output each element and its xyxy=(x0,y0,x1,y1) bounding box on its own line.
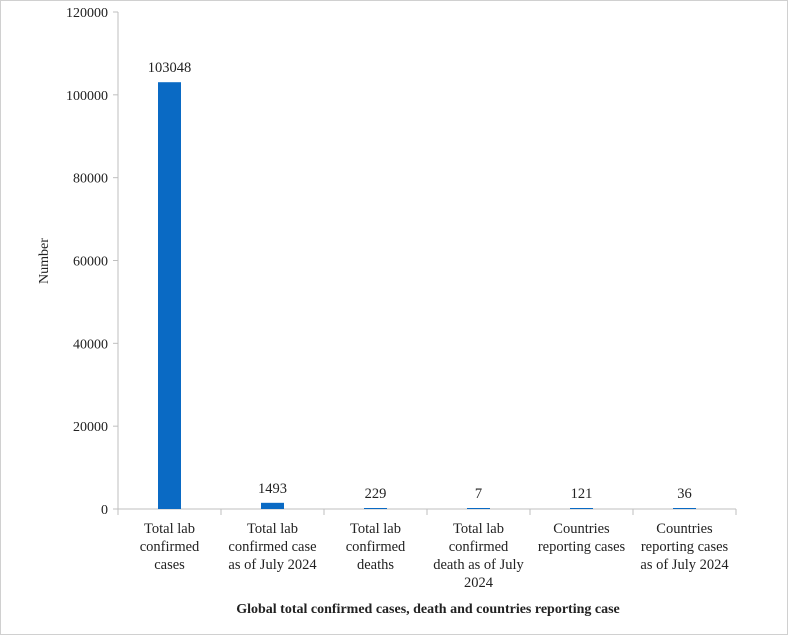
category-label: Total lab confirmed deaths xyxy=(346,521,406,573)
category-label: Countries reporting cases as of July 2024 xyxy=(640,521,729,573)
category-label: Total lab confirmed case as of July 2024 xyxy=(228,521,317,573)
data-label: 103048 xyxy=(148,60,192,76)
category-label: Countries reporting cases xyxy=(538,521,626,555)
data-label: 1493 xyxy=(258,481,287,497)
y-tick-label: 80000 xyxy=(73,172,108,187)
bar xyxy=(364,508,387,509)
y-tick-label: 0 xyxy=(101,503,108,518)
data-label: 7 xyxy=(475,486,482,502)
category-label: Total lab confirmed death as of July 2024 xyxy=(433,521,524,591)
y-tick-label: 40000 xyxy=(73,337,108,352)
bar xyxy=(261,502,284,509)
y-tick-labels: 0 20000 40000 60000 80000 100000 120000 xyxy=(66,6,108,518)
y-axis-label: Number xyxy=(37,238,52,284)
bars xyxy=(158,82,696,509)
category-labels: Total lab confirmed cases Total lab confirme… xyxy=(140,521,730,591)
category-label: Total lab confirmed cases xyxy=(140,521,200,573)
bar xyxy=(673,508,696,509)
data-label: 229 xyxy=(365,486,387,502)
bar xyxy=(570,508,593,509)
y-tick-label: 60000 xyxy=(73,255,108,270)
bar xyxy=(467,508,490,509)
data-label: 121 xyxy=(571,486,593,502)
bar xyxy=(158,82,181,509)
axes xyxy=(113,11,737,515)
y-tick-label: 100000 xyxy=(66,89,108,104)
data-label: 36 xyxy=(677,486,692,502)
x-axis-label: Global total confirmed cases, death and … xyxy=(236,602,620,617)
y-tick-label: 120000 xyxy=(66,6,108,21)
y-tick-label: 20000 xyxy=(73,420,108,435)
data-labels: 103048 1493 229 7 121 36 xyxy=(148,60,692,502)
